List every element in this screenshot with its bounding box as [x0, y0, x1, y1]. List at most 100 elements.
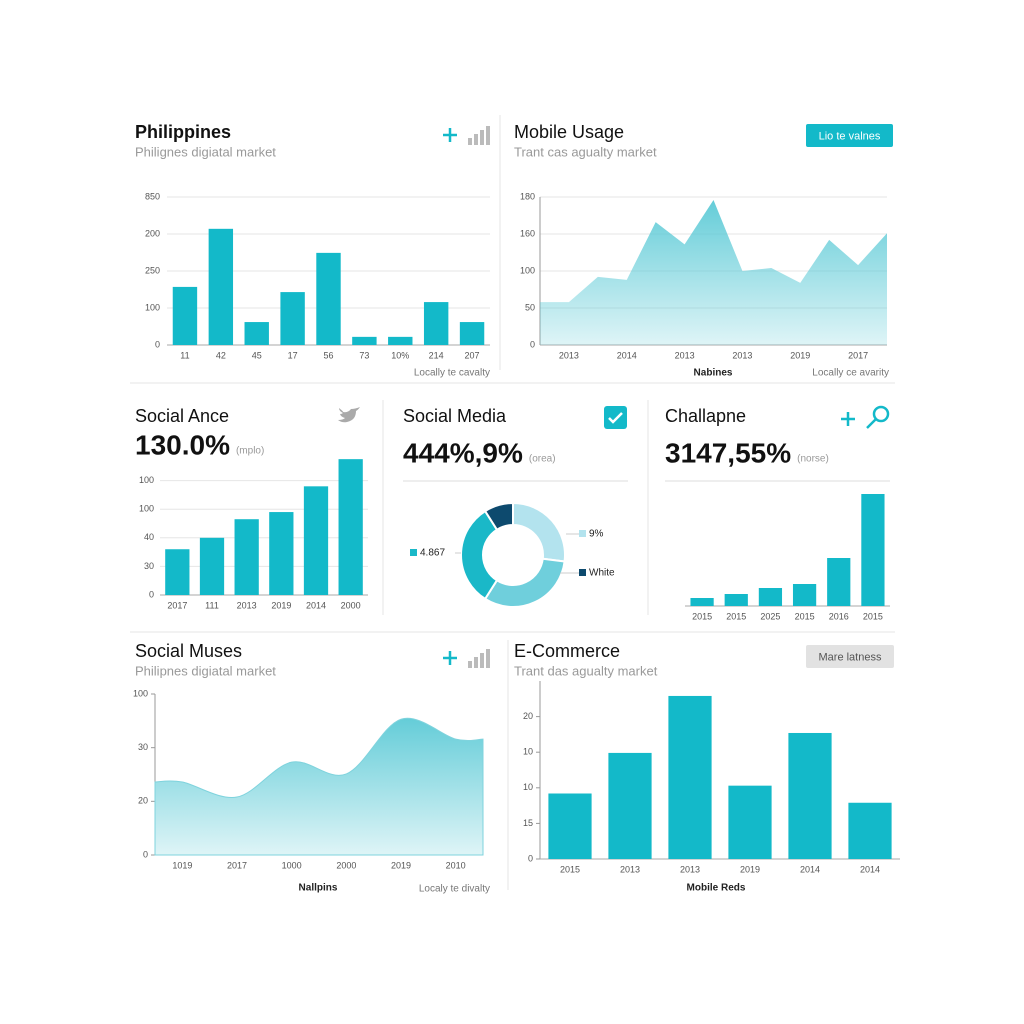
bar — [548, 793, 592, 859]
bar — [423, 302, 449, 345]
bar — [338, 459, 363, 595]
bar — [758, 588, 783, 606]
y-tick-label: 100 — [520, 265, 535, 275]
kpi-value: 130.0% — [135, 429, 230, 460]
bar — [234, 519, 259, 595]
chart-subtitle: Trant cas agualty market — [514, 144, 657, 159]
x-axis-title: Nabines — [694, 368, 733, 379]
chart-title: Mobile Usage — [514, 122, 624, 142]
y-tick-label: 20 — [138, 796, 148, 806]
bar — [303, 486, 329, 595]
y-tick-label: 10 — [523, 782, 533, 792]
bars-icon[interactable] — [468, 649, 490, 668]
y-tick-label: 100 — [133, 688, 148, 698]
y-tick-label: 50 — [525, 302, 535, 312]
search-icon[interactable] — [866, 405, 890, 429]
bar — [668, 695, 712, 859]
bar — [280, 292, 305, 345]
x-tick-label: 2013 — [675, 350, 695, 360]
x-tick-label: 45 — [252, 350, 262, 360]
x-tick-label: 2017 — [167, 600, 187, 610]
annotation: Locally te cavalty — [414, 368, 490, 379]
button[interactable] — [806, 645, 894, 668]
x-tick-label: 1000 — [282, 860, 302, 870]
x-tick-label: 2015 — [863, 611, 883, 621]
check-icon[interactable] — [604, 406, 627, 429]
add-icon[interactable] — [841, 412, 855, 426]
bar — [827, 558, 851, 606]
x-tick-label: 2019 — [740, 864, 760, 874]
kpi-note: (orea) — [529, 454, 556, 465]
y-tick-label: 10 — [523, 747, 533, 757]
donut-slice — [483, 501, 514, 532]
x-tick-label: 2016 — [829, 611, 849, 621]
annotation: Localy te divalty — [419, 884, 490, 895]
bars-icon[interactable] — [468, 126, 490, 145]
chart-subtitle: Philignes digiatal market — [135, 144, 276, 159]
x-tick-label: 2013 — [680, 864, 700, 874]
x-tick-label: 42 — [216, 350, 226, 360]
chart-title: Social Media — [403, 406, 507, 426]
bar — [788, 732, 832, 859]
bar — [208, 228, 234, 345]
annotation: Locally ce avarity — [812, 368, 889, 379]
y-tick-label: 250 — [145, 265, 160, 275]
kpi-note: (mplo) — [236, 446, 264, 457]
add-icon[interactable] — [443, 651, 457, 665]
x-tick-label: 214 — [429, 350, 444, 360]
y-tick-label: 40 — [144, 532, 154, 542]
button-label[interactable]: Lio te valnes — [819, 130, 881, 142]
x-tick-label: 2017 — [227, 860, 247, 870]
x-tick-label: 2013 — [732, 350, 752, 360]
button[interactable] — [806, 124, 893, 147]
y-tick-label: 100 — [145, 302, 160, 312]
legend-swatch — [579, 530, 586, 537]
chart-title: Philippines — [135, 122, 231, 142]
x-tick-label: 2000 — [341, 600, 361, 610]
bird-icon[interactable] — [338, 407, 360, 423]
y-tick-label: 0 — [143, 849, 148, 859]
button-label[interactable]: Mare latness — [819, 651, 882, 663]
x-tick-label: 2010 — [446, 860, 466, 870]
x-tick-label: 2013 — [237, 600, 257, 610]
x-tick-label: 1019 — [172, 860, 192, 870]
bar — [352, 336, 377, 345]
y-tick-label: 180 — [520, 191, 535, 201]
kpi-value: 3147,55% — [665, 437, 791, 468]
x-tick-label: 2013 — [620, 864, 640, 874]
legend-label: 4.867 — [420, 548, 445, 559]
x-tick-label: 111 — [205, 600, 219, 610]
bar — [792, 584, 817, 606]
x-tick-label: 2014 — [306, 600, 326, 610]
legend-swatch — [579, 569, 586, 576]
x-tick-label: 207 — [465, 350, 480, 360]
x-tick-label: 10% — [391, 350, 409, 360]
x-tick-label: 2013 — [559, 350, 579, 360]
bar — [728, 785, 772, 859]
area — [540, 199, 887, 345]
kpi-note: (norse) — [797, 454, 829, 465]
chart-title: Challapne — [665, 406, 746, 426]
bar — [244, 322, 269, 345]
bar — [388, 336, 413, 345]
chart-subtitle: Trant das agualty market — [514, 663, 658, 678]
y-tick-label: 0 — [155, 339, 160, 349]
bar — [172, 286, 198, 345]
chart-title: Social Muses — [135, 641, 242, 661]
y-tick-label: 0 — [530, 339, 535, 349]
x-tick-label: 2015 — [726, 611, 746, 621]
x-tick-label: 11 — [180, 350, 189, 360]
y-tick-label: 100 — [139, 475, 154, 485]
x-tick-label: 2019 — [391, 860, 411, 870]
bar — [861, 494, 885, 606]
add-icon[interactable] — [443, 128, 457, 142]
y-tick-label: 0 — [149, 589, 154, 599]
area — [154, 717, 484, 856]
legend-label: 9% — [589, 529, 604, 540]
y-tick-label: 30 — [144, 561, 154, 571]
bar — [165, 549, 190, 595]
bar — [269, 512, 294, 595]
y-tick-label: 0 — [528, 853, 533, 863]
bar — [690, 598, 714, 606]
